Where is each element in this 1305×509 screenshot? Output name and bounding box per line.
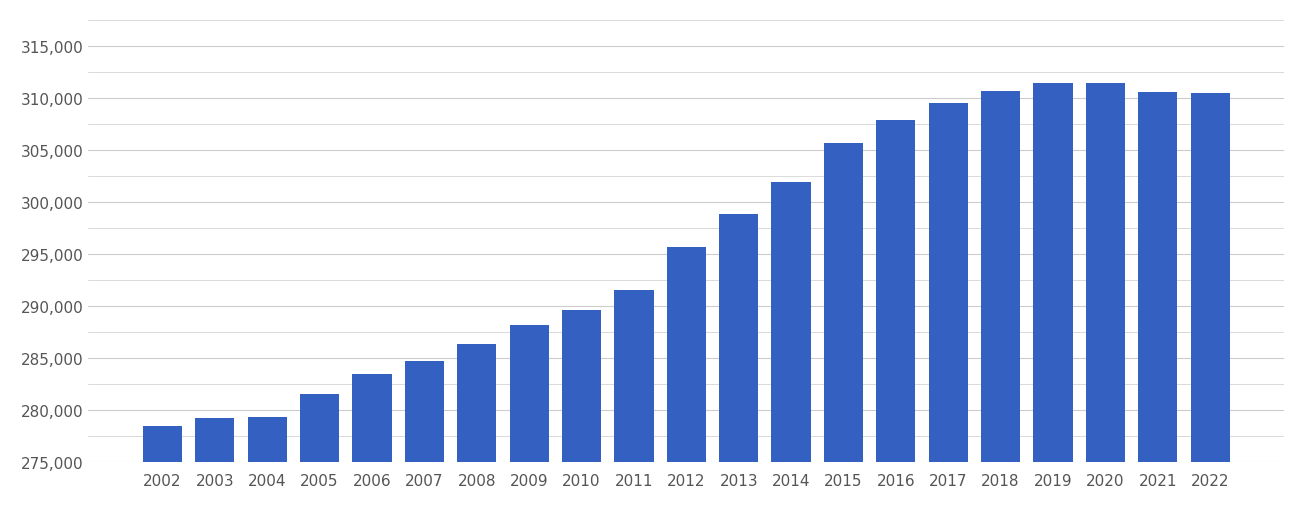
- Bar: [981, 92, 1021, 462]
- Bar: [823, 144, 863, 462]
- Bar: [1190, 94, 1229, 462]
- Bar: [352, 374, 392, 462]
- Bar: [248, 417, 287, 462]
- Bar: [562, 310, 602, 462]
- Bar: [196, 418, 235, 462]
- Bar: [771, 183, 810, 462]
- Bar: [405, 361, 444, 462]
- Bar: [457, 345, 496, 462]
- Bar: [876, 121, 916, 462]
- Bar: [509, 325, 549, 462]
- Bar: [1034, 84, 1073, 462]
- Bar: [1138, 93, 1177, 462]
- Bar: [719, 215, 758, 462]
- Bar: [929, 104, 968, 462]
- Bar: [142, 426, 183, 462]
- Bar: [1086, 84, 1125, 462]
- Bar: [615, 291, 654, 462]
- Bar: [667, 247, 706, 462]
- Bar: [300, 394, 339, 462]
